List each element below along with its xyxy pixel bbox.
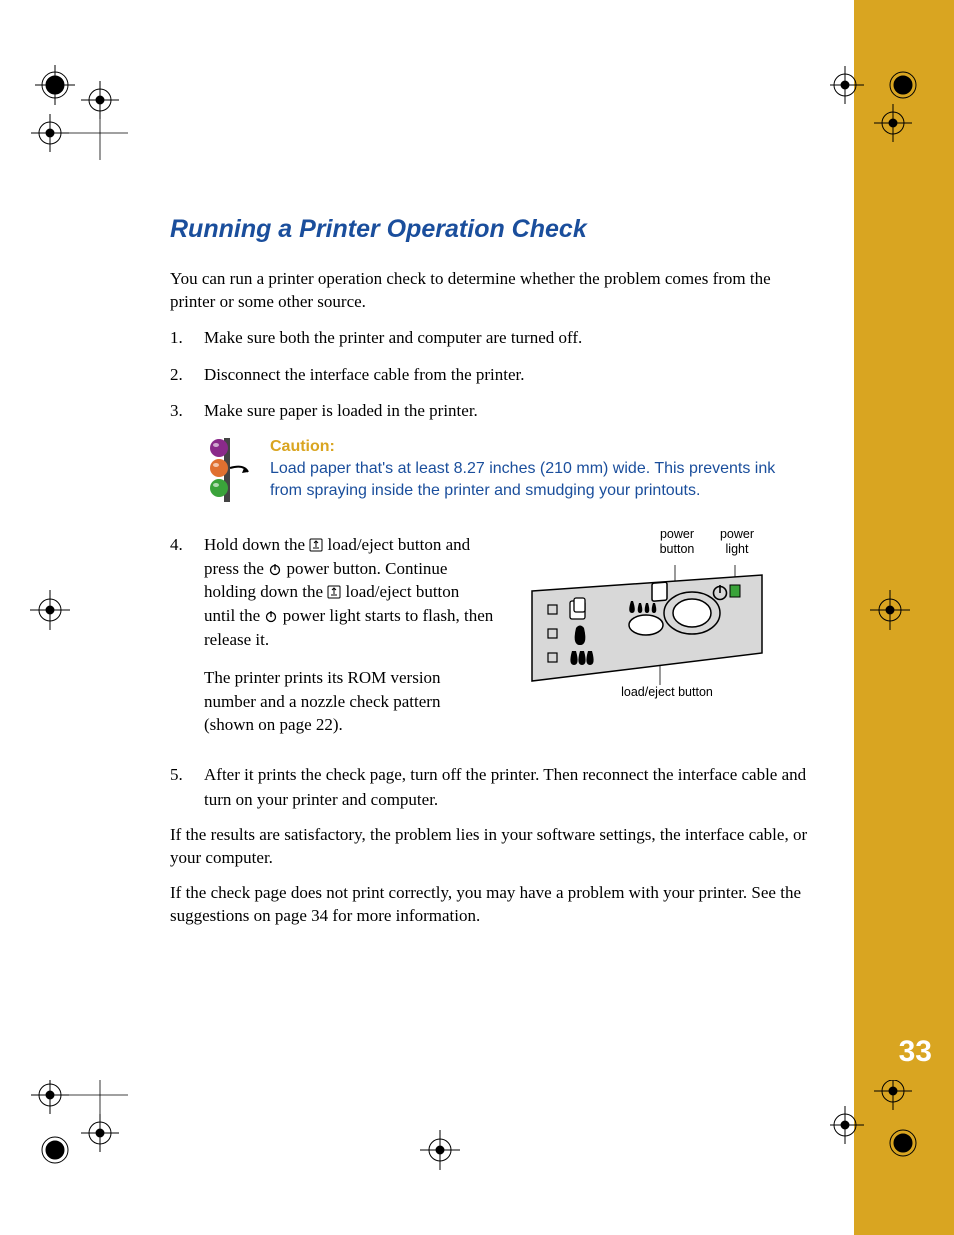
page-number: 33 <box>899 1035 932 1069</box>
step-4-text: Hold down the load/eject button and pres… <box>204 533 494 751</box>
power-icon <box>264 606 278 620</box>
power-icon <box>268 559 282 573</box>
label-load-eject: load/eject button <box>612 685 722 700</box>
crop-mark-ml <box>30 590 70 630</box>
crop-mark-br <box>830 1080 950 1180</box>
step-3: Make sure paper is loaded in the printer… <box>170 399 810 424</box>
crop-mark-bl <box>30 1080 130 1180</box>
crop-mark-bc <box>420 1130 460 1170</box>
step-5: After it prints the check page, turn off… <box>170 763 810 812</box>
label-power-light: powerlight <box>712 527 762 557</box>
load-eject-icon <box>309 535 323 549</box>
step-2: Disconnect the interface cable from the … <box>170 363 810 388</box>
intro-paragraph: You can run a printer operation check to… <box>170 268 810 314</box>
caution-body: Load paper that's at least 8.27 inches (… <box>270 458 810 503</box>
label-power-button: powerbutton <box>652 527 702 557</box>
step-4: Hold down the load/eject button and pres… <box>170 533 810 751</box>
closing-p1: If the results are satisfactory, the pro… <box>170 824 810 870</box>
step4b: The printer prints its ROM version numbe… <box>204 666 494 737</box>
load-eject-icon <box>327 582 341 596</box>
steps-list: Make sure both the printer and computer … <box>170 326 810 424</box>
page-title: Running a Printer Operation Check <box>170 215 810 244</box>
page-content: Running a Printer Operation Check You ca… <box>170 215 810 940</box>
caution-title: Caution: <box>270 438 810 456</box>
crop-mark-tr <box>830 60 950 160</box>
printer-panel-figure: powerbutton powerlight <box>512 533 810 693</box>
step-1: Make sure both the printer and computer … <box>170 326 810 351</box>
caution-text: Caution: Load paper that's at least 8.27… <box>270 438 810 503</box>
caution-block: Caution: Load paper that's at least 8.27… <box>204 438 810 507</box>
step4-part1: Hold down the <box>204 535 309 554</box>
caution-icon <box>204 438 252 507</box>
crop-mark-mr <box>870 590 910 630</box>
closing-p2: If the check page does not print correct… <box>170 882 810 928</box>
crop-mark-tl <box>30 60 130 160</box>
steps-list-cont: Hold down the load/eject button and pres… <box>170 533 810 813</box>
panel-svg <box>512 533 792 693</box>
